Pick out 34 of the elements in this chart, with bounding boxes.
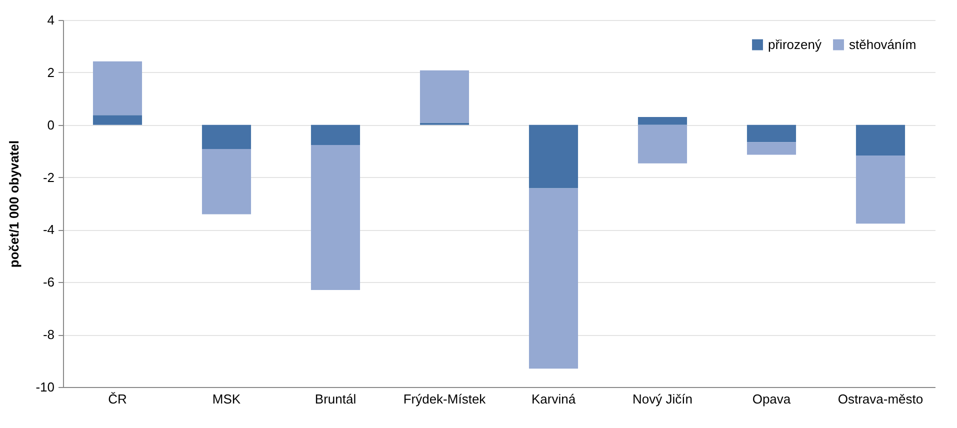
bar bbox=[856, 124, 906, 156]
bar bbox=[638, 124, 688, 164]
y-tick-label: -4 bbox=[42, 222, 54, 238]
bar bbox=[420, 70, 470, 123]
y-tick-label: 2 bbox=[47, 64, 54, 80]
y-tick-label: 0 bbox=[47, 117, 54, 132]
x-tick-label: Ostrava-město bbox=[838, 392, 924, 406]
bar bbox=[528, 188, 578, 369]
bar bbox=[638, 116, 688, 125]
y-tick-label: -10 bbox=[36, 380, 54, 394]
legend-label: přirozený bbox=[768, 36, 822, 52]
bar bbox=[92, 61, 142, 116]
y-tick-label: 4 bbox=[47, 12, 54, 28]
x-tick-label: Frýdek-Místek bbox=[403, 392, 486, 406]
x-tick-label: ČR bbox=[108, 392, 127, 406]
bar bbox=[856, 156, 906, 224]
y-axis-title: počet/1 000 obyvatel bbox=[6, 140, 22, 268]
y-tick-label: -6 bbox=[42, 274, 54, 290]
x-tick-label: Nový Jičín bbox=[632, 392, 692, 406]
x-tick-label: MSK bbox=[212, 392, 241, 406]
y-tick-label: -8 bbox=[42, 327, 54, 342]
bar bbox=[528, 124, 578, 188]
x-tick-label: Karviná bbox=[531, 392, 576, 406]
legend-label: stěhováním bbox=[849, 36, 916, 52]
x-tick-label: Bruntál bbox=[314, 392, 356, 406]
y-tick-label: -2 bbox=[42, 170, 54, 185]
bar bbox=[202, 124, 252, 149]
bar bbox=[310, 145, 360, 290]
bar bbox=[310, 124, 360, 146]
x-tick-label: Opava bbox=[752, 392, 792, 406]
bar bbox=[746, 124, 796, 142]
bar bbox=[746, 142, 796, 155]
bar bbox=[202, 148, 252, 214]
bar bbox=[92, 115, 142, 125]
